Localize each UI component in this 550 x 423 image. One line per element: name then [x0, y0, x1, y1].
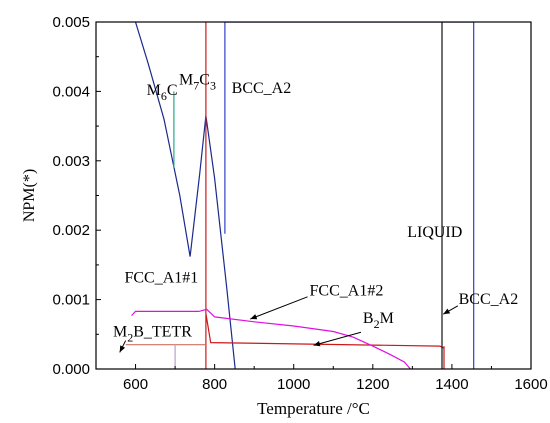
annotation-label: LIQUID [407, 224, 462, 241]
x-tick-label: 1000 [277, 376, 310, 393]
x-tick-label: 1200 [356, 376, 389, 393]
y-tick-label: 0.001 [52, 292, 90, 309]
y-tick-label: 0.002 [52, 222, 90, 239]
annotation-label: FCC_A1#1 [124, 269, 198, 286]
y-axis: 0.000 0.001 0.002 0.003 0.004 0.005 [52, 14, 101, 378]
arrows [119, 296, 459, 353]
y-tick-label: 0.004 [52, 83, 90, 100]
series-line-fcc-a1-2 [131, 308, 411, 369]
y-tick-label: 0.000 [52, 361, 90, 378]
b2m-arrow [313, 331, 362, 346]
y-axis-label: NPM(*) [21, 169, 38, 222]
x-tick-label: 1600 [514, 376, 547, 393]
annotation-label: FCC_A1#2 [310, 282, 384, 299]
annotation-label: BCC_A2 [459, 291, 519, 308]
fcc-a1-2-arrow-head [250, 314, 258, 320]
x-axis-label: Temperature /°C [257, 399, 370, 418]
x-axis: 600 800 1000 1200 1400 1600 [95, 364, 548, 393]
m2b-tetr-arrow-head [119, 345, 126, 353]
plot-frame [95, 21, 532, 370]
y-tick-label: 0.003 [52, 153, 90, 170]
x-tick-label: 1400 [435, 376, 468, 393]
annotation-label: M7C3 [179, 71, 216, 92]
annotation-label: BCC_A2 [232, 80, 292, 97]
annotation-label: M2B_TETR [113, 323, 192, 344]
bcc-a2-arrow-head [443, 308, 451, 315]
plot-lines [125, 22, 475, 369]
x-tick-label: 600 [123, 376, 148, 393]
annotation-label: B2M [363, 310, 394, 331]
series-line-bcc-a2 [224, 22, 475, 369]
series-line-m6c [134, 22, 236, 369]
series-line-fcc-a1-1 [205, 22, 445, 369]
fcc-a1-2-arrow [250, 296, 308, 320]
y-tick-label: 0.005 [52, 14, 90, 31]
x-tick-label: 800 [202, 376, 227, 393]
annotation-label: M6C [147, 82, 178, 103]
b2m-arrow-head [313, 341, 321, 347]
